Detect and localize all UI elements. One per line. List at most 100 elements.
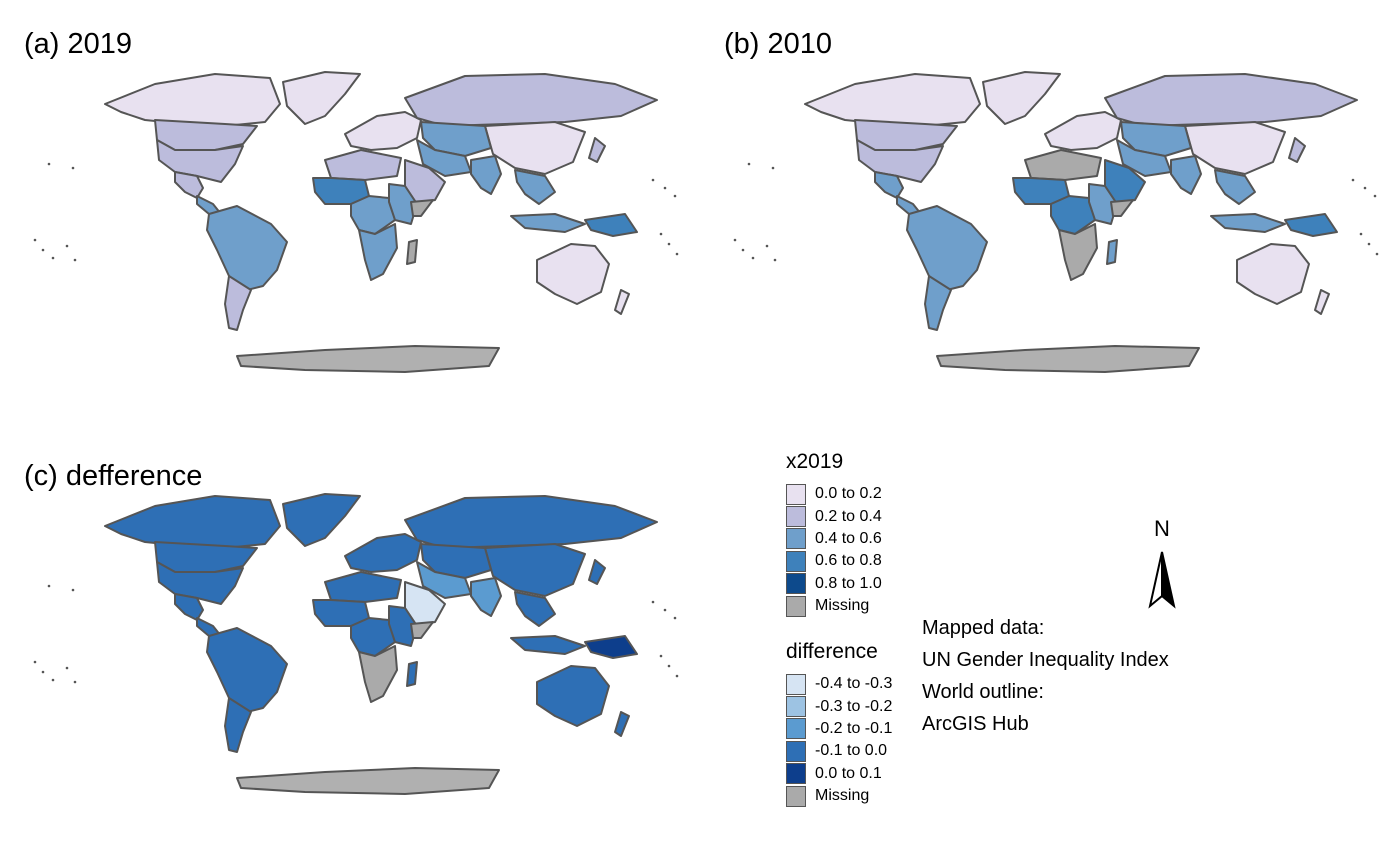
region-north-africa xyxy=(324,571,402,603)
region-se-asia xyxy=(514,591,556,627)
legend-swatch xyxy=(786,673,806,695)
island-dot xyxy=(1351,178,1355,182)
region-russia xyxy=(404,73,658,127)
region-south-cone xyxy=(924,275,952,331)
region-indonesia xyxy=(510,635,586,655)
legend-difference-title: difference xyxy=(786,640,878,663)
region-south-asia xyxy=(470,155,502,195)
island-dot xyxy=(1363,186,1367,190)
region-south-asia xyxy=(470,577,502,617)
legend-label: -0.4 to -0.3 xyxy=(815,675,893,693)
island-dot xyxy=(47,162,51,166)
legend-swatch xyxy=(786,506,806,528)
region-north-america xyxy=(104,495,281,549)
panel-c-title: (c) defference xyxy=(24,460,203,492)
legend-label: 0.0 to 0.1 xyxy=(815,764,882,782)
island-dot xyxy=(659,654,663,658)
region-russia xyxy=(404,495,658,549)
legend-difference-item: 0.0 to 0.1 xyxy=(786,763,892,785)
island-dot xyxy=(1367,242,1371,246)
island-dot xyxy=(41,248,45,252)
region-southern-africa xyxy=(358,645,398,703)
region-australia xyxy=(536,243,610,305)
island-dot xyxy=(663,186,667,190)
region-horn xyxy=(410,621,434,639)
legend-label: 0.0 to 0.2 xyxy=(815,485,882,503)
region-europe xyxy=(1044,111,1122,151)
island-dot xyxy=(675,252,679,256)
legend-x2019: x2019 0.0 to 0.2 0.2 to 0.4 0.4 to 0.6 0.6 … xyxy=(786,450,882,617)
legend-swatch xyxy=(786,573,806,595)
legend-swatch xyxy=(786,718,806,740)
region-europe xyxy=(344,533,422,573)
credits-mapped-data-source: UN Gender Inequality Index xyxy=(922,649,1169,671)
region-china xyxy=(1184,121,1286,175)
island-dot xyxy=(765,244,769,248)
region-south-america xyxy=(206,627,288,715)
region-china xyxy=(484,543,586,597)
region-central-africa xyxy=(350,617,396,657)
region-europe xyxy=(344,111,422,151)
legend-swatch xyxy=(786,785,806,807)
legend-x2019-item: 0.0 to 0.2 xyxy=(786,483,882,505)
region-southern-africa xyxy=(1058,223,1098,281)
region-new-guinea xyxy=(1284,213,1338,237)
region-greenland xyxy=(282,493,361,547)
island-dot xyxy=(741,248,745,252)
island-dot xyxy=(673,194,677,198)
region-east-africa xyxy=(388,183,418,225)
region-japan xyxy=(588,137,606,163)
island-dot xyxy=(673,616,677,620)
legend-difference-item: -0.1 to 0.0 xyxy=(786,740,892,762)
legend-label: -0.3 to -0.2 xyxy=(815,697,893,715)
island-dot xyxy=(663,608,667,612)
north-arrow-icon xyxy=(1148,551,1176,609)
legend-label: 0.2 to 0.4 xyxy=(815,507,882,525)
legend-difference-item: -0.3 to -0.2 xyxy=(786,695,893,718)
island-dot xyxy=(667,664,671,668)
island-dot xyxy=(771,166,775,170)
region-north-africa xyxy=(1024,149,1102,181)
island-dot xyxy=(667,242,671,246)
region-north-africa xyxy=(324,149,402,181)
region-china xyxy=(484,121,586,175)
region-indonesia xyxy=(1210,213,1286,233)
region-south-cone xyxy=(224,275,252,331)
region-madagascar xyxy=(1106,239,1118,265)
region-new-zealand xyxy=(1314,289,1330,315)
region-se-asia xyxy=(514,169,556,205)
legend-x2019-title: x2019 xyxy=(786,450,844,473)
island-dot xyxy=(33,238,37,242)
region-south-cone xyxy=(224,697,252,753)
island-dot xyxy=(33,660,37,664)
legend-label: -0.2 to -0.1 xyxy=(815,719,893,737)
legend-x2019-item: 0.6 to 0.8 xyxy=(786,550,882,572)
region-horn xyxy=(1110,199,1134,217)
island-dot xyxy=(41,670,45,674)
island-dot xyxy=(1375,252,1379,256)
island-dot xyxy=(65,666,69,670)
region-greenland xyxy=(982,71,1061,125)
island-dot xyxy=(51,256,55,260)
legend-difference-item: -0.4 to -0.3 xyxy=(786,673,892,695)
credits-world-outline-source: ArcGIS Hub xyxy=(922,713,1029,735)
island-dot xyxy=(651,600,655,604)
region-se-asia xyxy=(1214,169,1256,205)
credits-world-outline-label: World outline: xyxy=(922,681,1044,703)
legend-x2019-item: 0.8 to 1.0 xyxy=(786,573,882,595)
region-new-guinea xyxy=(584,635,638,659)
region-russia xyxy=(1104,73,1358,127)
legend-label: 0.6 to 0.8 xyxy=(815,552,882,570)
north-arrow: N xyxy=(1142,516,1186,612)
legend-label: 0.4 to 0.6 xyxy=(815,529,882,547)
legend-x2019-item: Missing xyxy=(786,595,882,617)
legend-swatch xyxy=(786,595,806,617)
map-panel-b xyxy=(725,64,1400,384)
region-north-america xyxy=(104,73,281,127)
legend-label: Missing xyxy=(815,787,870,805)
legend-swatch xyxy=(786,550,806,572)
region-central-africa xyxy=(1050,195,1096,235)
region-south-asia xyxy=(1170,155,1202,195)
region-antarctica xyxy=(936,345,1200,373)
world-map-a xyxy=(33,71,679,373)
